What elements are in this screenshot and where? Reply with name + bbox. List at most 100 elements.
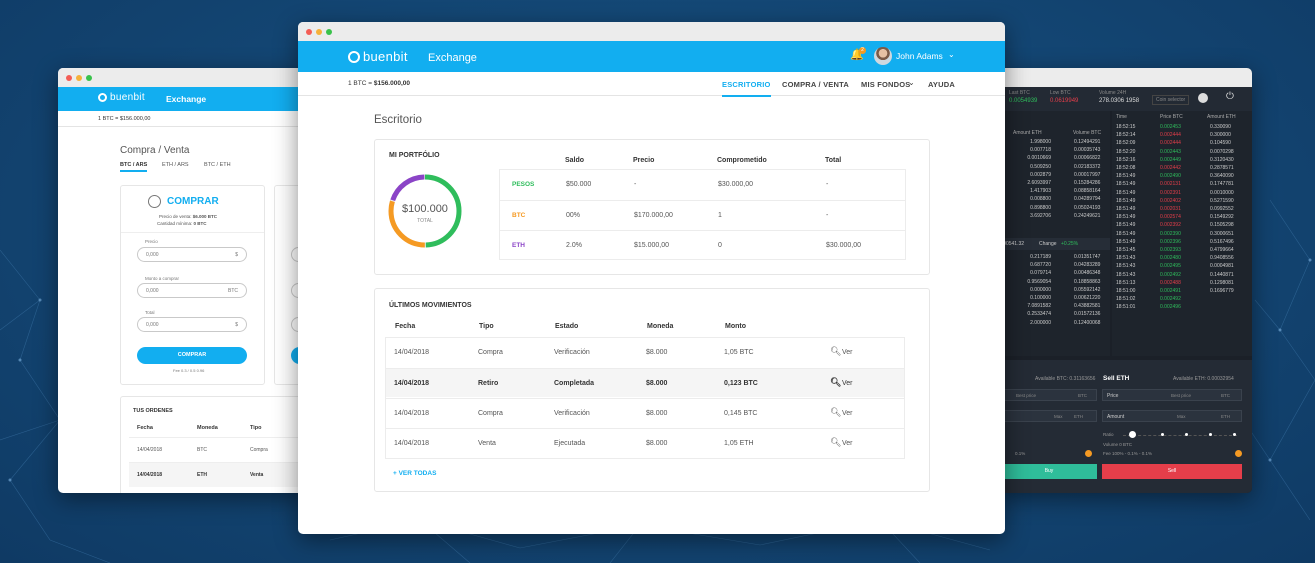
search-icon[interactable]: 🔍︎ (830, 407, 842, 417)
volume-value: 278.0306 1958 (1099, 98, 1140, 104)
brand-logo[interactable]: buenbit (348, 49, 408, 64)
cell-precio: $15.000,00 (634, 242, 670, 249)
trade-price: 0.002390 (1160, 230, 1181, 237)
close-dot-icon[interactable] (66, 75, 72, 81)
chevron-down-icon[interactable]: ⌄ (948, 50, 955, 59)
view-link[interactable]: Ver (842, 349, 853, 356)
brand-logo[interactable]: buenbit (98, 92, 145, 103)
trade-amount: 0.1747781 (1210, 181, 1234, 188)
trade-time: 18:52:08 (1116, 165, 1136, 172)
cell-comprometido: 1 (718, 212, 722, 219)
book-volume: 0.12494291 (1074, 139, 1101, 145)
trade-amount: 0.2878571 (1210, 165, 1234, 172)
eth-unit: ETH (1074, 414, 1083, 419)
book-volume: 0.43882581 (1074, 303, 1101, 310)
fee-info-icon[interactable] (1085, 450, 1092, 457)
book-amount: 0.008800 (1030, 196, 1051, 203)
table-row[interactable]: PESOS $50.000 - $30.000,00 - (500, 170, 905, 199)
trade-price: 0.002453 (1160, 124, 1181, 130)
trade-header-time: Time (1116, 114, 1127, 120)
buy-button[interactable]: COMPRAR (137, 347, 247, 364)
portfolio-title: MI PORTFÓLIO (389, 152, 440, 159)
minimize-dot-icon[interactable] (316, 29, 322, 35)
buy-price-input[interactable]: Best price BTC (1001, 389, 1097, 401)
amount-input[interactable]: 0,000 BTC (137, 283, 247, 298)
table-row[interactable]: 14/04/2018 Compra Verificación $8.000 1,… (386, 338, 904, 367)
sell-eth-button[interactable]: Sell (1102, 464, 1242, 479)
nav-compra-venta[interactable]: COMPRA / VENTA (782, 80, 849, 89)
table-row[interactable]: ETH 2.0% $15.000,00 0 $30.000,00 (500, 230, 905, 259)
book-volume: 0.15284286 (1074, 180, 1101, 187)
tab-btc-ars[interactable]: BTC / ARS (120, 162, 148, 172)
close-dot-icon[interactable] (306, 29, 312, 35)
trade-amount: 0.5271590 (1210, 197, 1234, 204)
avatar[interactable] (874, 47, 892, 65)
view-link[interactable]: Ver (842, 440, 853, 447)
table-row[interactable]: 14/04/2018 Venta Ejecutada $8.000 1,05 E… (386, 428, 904, 457)
trade-price: 0.002444 (1160, 132, 1181, 139)
table-row[interactable]: 14/04/2018 BTC Compra (129, 437, 313, 462)
cell-total: - (826, 212, 829, 219)
trade-price: 0.002396 (1160, 238, 1181, 245)
ratio-slider[interactable] (1123, 435, 1237, 436)
cell-moneda: $8.000 (646, 440, 668, 447)
btc-unit: BTC (1078, 393, 1087, 398)
book-amount: 0.9569054 (1027, 278, 1051, 285)
tab-btc-eth[interactable]: BTC / ETH (204, 162, 231, 168)
view-link[interactable]: Ver (842, 410, 853, 417)
search-icon[interactable]: 🔍︎ (830, 377, 842, 387)
sell-price-input[interactable]: Price Best price BTC (1102, 389, 1242, 401)
cell-monto: 0,123 BTC (724, 380, 758, 387)
search-icon[interactable]: 🔍︎ (830, 346, 842, 356)
bitcoin-icon (148, 195, 161, 208)
user-name[interactable]: John Adams (896, 51, 943, 61)
ratio-slider-handle[interactable] (1129, 431, 1136, 438)
total-unit: $ (235, 322, 238, 328)
maximize-dot-icon[interactable] (326, 29, 332, 35)
see-all-link[interactable]: + VER TODAS (393, 470, 437, 477)
trade-time: 18:51:49 (1116, 238, 1136, 245)
coin-icon[interactable] (1198, 93, 1208, 103)
total-input[interactable]: 0,000 $ (137, 317, 247, 332)
power-icon[interactable]: ⏻ (1226, 91, 1234, 102)
trade-price: 0.002402 (1160, 197, 1181, 204)
view-link[interactable]: Ver (842, 380, 853, 387)
buy-eth-button[interactable]: Buy (1001, 464, 1097, 479)
search-icon[interactable]: 🔍︎ (830, 437, 842, 447)
book-amount: 0.002879 (1030, 171, 1051, 178)
trade-time: 18:51:49 (1116, 230, 1136, 237)
table-row[interactable]: BTC 00% $170.000,00 1 - (500, 200, 905, 229)
buy-amount-input[interactable]: Max ETH (1001, 410, 1097, 422)
coin-selector[interactable]: Coin selector (1152, 95, 1190, 105)
nav-escritorio[interactable]: ESCRITORIO (722, 80, 771, 97)
tab-eth-ars[interactable]: ETH / ARS (162, 162, 189, 168)
change-label: Change (1039, 241, 1057, 247)
amount-unit: BTC (228, 288, 238, 294)
fee-info-icon[interactable] (1235, 450, 1242, 457)
nav-ayuda[interactable]: AYUDA (928, 80, 955, 89)
book-amount: 0.0010669 (1027, 155, 1051, 162)
book-volume: 0.18858863 (1074, 278, 1101, 285)
portfolio-total-label: TOTAL (417, 218, 433, 224)
mid-price: 0.00541.32 (999, 241, 1025, 247)
book-volume: 0.04283289 (1074, 262, 1101, 269)
low-btc-value: 0.0619949 (1050, 98, 1079, 104)
trade-price: 0.002480 (1160, 255, 1181, 262)
available-eth: Available ETH: 0.00032954 (1173, 376, 1234, 382)
table-row[interactable]: 14/04/2018 Retiro Completada $8.000 0,12… (386, 368, 904, 397)
minimize-dot-icon[interactable] (76, 75, 82, 81)
btc-unit: BTC (1221, 393, 1230, 398)
top-nav-bar: 1 BTC = $156.000,00 ESCRITORIO COMPRA / … (298, 72, 1005, 97)
maximize-dot-icon[interactable] (86, 75, 92, 81)
table-row[interactable]: 14/04/2018 ETH Venta (129, 462, 313, 487)
trade-amount: 0.330090 (1210, 124, 1231, 130)
nav-mis-fondos[interactable]: MIS FONDOS (861, 80, 911, 89)
price-input[interactable]: 0,000 $ (137, 247, 247, 262)
table-row[interactable]: 14/04/2018 Compra Verificación $8.000 0,… (386, 398, 904, 427)
min-qty-label: Cantidad mínima: (157, 221, 193, 226)
dashboard-window: buenbit Exchange 🔔 2 John Adams ⌄ 1 BTC … (298, 22, 1005, 534)
page-title: Escritorio (374, 114, 422, 126)
chevron-down-icon[interactable]: ⌄ (908, 78, 915, 87)
sell-amount-input[interactable]: Amount Max ETH (1102, 410, 1242, 422)
trade-time: 18:51:43 (1116, 255, 1136, 262)
